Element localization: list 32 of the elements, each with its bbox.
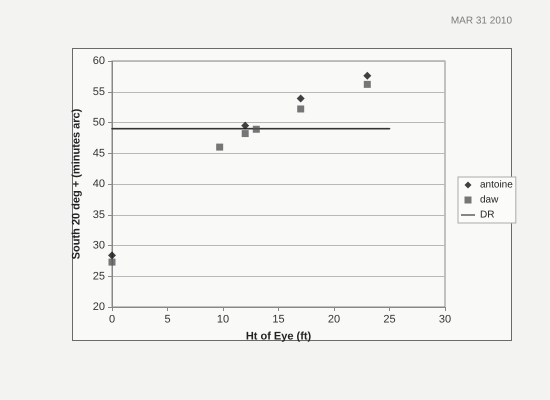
y-tick-label: 45 [92,147,105,160]
legend-label: antoine [480,180,514,190]
point [296,94,305,103]
point [252,126,260,133]
y-tick-label: 50 [92,116,105,128]
y-tick-label: 30 [92,240,105,252]
point [108,258,116,266]
point [216,144,224,151]
x-tick-label: 20 [328,314,340,326]
point [241,122,250,130]
text: MAR 31 2010 [450,16,512,26]
point [364,80,371,88]
x-tick-label: 10 [216,314,230,326]
y-tick-label: 20 [92,301,105,313]
x-tick-label: 5 [164,314,171,326]
point [363,72,372,80]
point [297,105,304,112]
y-tick-label: 35 [92,208,105,221]
legend-label: DR [480,210,494,220]
x-axis-title: Ht of Eye (ft) [246,330,312,342]
legend-label: daw [480,194,500,206]
y-tick-label: 60 [92,55,105,67]
x-tick-label: 30 [438,314,452,326]
x-tick-label: 0 [108,314,116,326]
x-tick-label: 15 [272,314,285,326]
y-tick-label: 40 [92,178,105,190]
y-axis-title: South 20 deg + (minutes arc) [70,108,82,260]
y-tick-label: 25 [92,270,105,282]
point [242,130,249,138]
y-tick-label: 55 [92,86,105,98]
x-tick-label: 25 [383,314,396,326]
point [108,251,116,260]
